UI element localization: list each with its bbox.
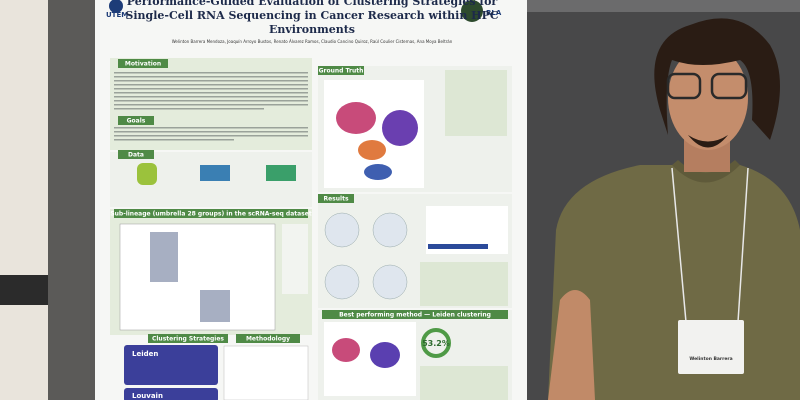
section-title: Data [128,152,144,159]
method-name: Louvain [132,392,163,400]
hair [654,18,780,141]
cluster [364,164,392,180]
side-text [282,224,308,294]
section-title: Results [323,196,348,203]
section-header [114,209,308,218]
section-title: Best performing method — Leiden clusteri… [339,312,491,319]
cluster [358,140,386,160]
authors: Welinton Barrera Mendoza, Joaquín Arroyo… [172,39,453,44]
radar [372,212,408,248]
cluster [336,102,376,134]
title-line: Environments [269,23,355,36]
section-title: Ground Truth [319,68,364,75]
cluster [382,110,418,146]
section-header [148,334,228,343]
radar [324,264,360,300]
logo-mark [461,0,483,22]
panel-rail [525,0,800,12]
side-text [420,366,508,400]
section-header [118,150,154,159]
text-lines [114,72,308,141]
donut [421,328,451,358]
radar [324,212,360,248]
database-icon [137,163,157,185]
section-header [236,334,300,343]
method-name: Leiden [132,350,158,358]
flowchart [223,345,309,400]
panel [48,0,98,400]
section-header [318,66,364,75]
matrix-icon [266,165,296,181]
logo-mark [109,0,123,13]
cluster [332,338,360,362]
door-frame [0,275,55,305]
section-title: Goals [127,118,146,125]
logo-text: RLA [486,9,502,17]
section-title: Methodology [246,336,290,343]
section-header [118,116,154,125]
score: 53.2% [422,339,450,348]
section-title: Sub-lineage (umbrella 28 groups) in the … [110,211,312,218]
title-line: Single-Cell RNA Sequencing in Cancer Res… [125,9,498,22]
cluster [370,342,400,368]
side-text [445,70,507,136]
left-wall [0,0,55,400]
face [668,46,748,150]
bar-shape [428,244,488,249]
section-title: Clustering Strategies [152,336,224,343]
collar [672,160,740,183]
badge-name: Welinton Barrera [689,356,732,362]
name-badge [678,320,744,374]
side-text [420,262,508,306]
radar [372,264,408,300]
section-title: Motivation [125,61,161,68]
arm [548,290,595,400]
section-header [322,310,508,319]
method-box [124,388,218,400]
glasses [666,72,702,100]
method-box [124,345,218,385]
section-header [318,194,354,203]
glasses [710,72,748,100]
heatmap-block [150,232,178,282]
beard [688,135,728,148]
section-header [118,59,168,68]
heatmap-block [200,290,230,322]
title-line: Performance-Guided Evaluation of Cluster… [127,0,498,8]
lanyard [671,167,749,323]
matrix-icon [200,165,230,181]
logo-text: UTEM [106,11,128,19]
heatmap [119,223,276,331]
